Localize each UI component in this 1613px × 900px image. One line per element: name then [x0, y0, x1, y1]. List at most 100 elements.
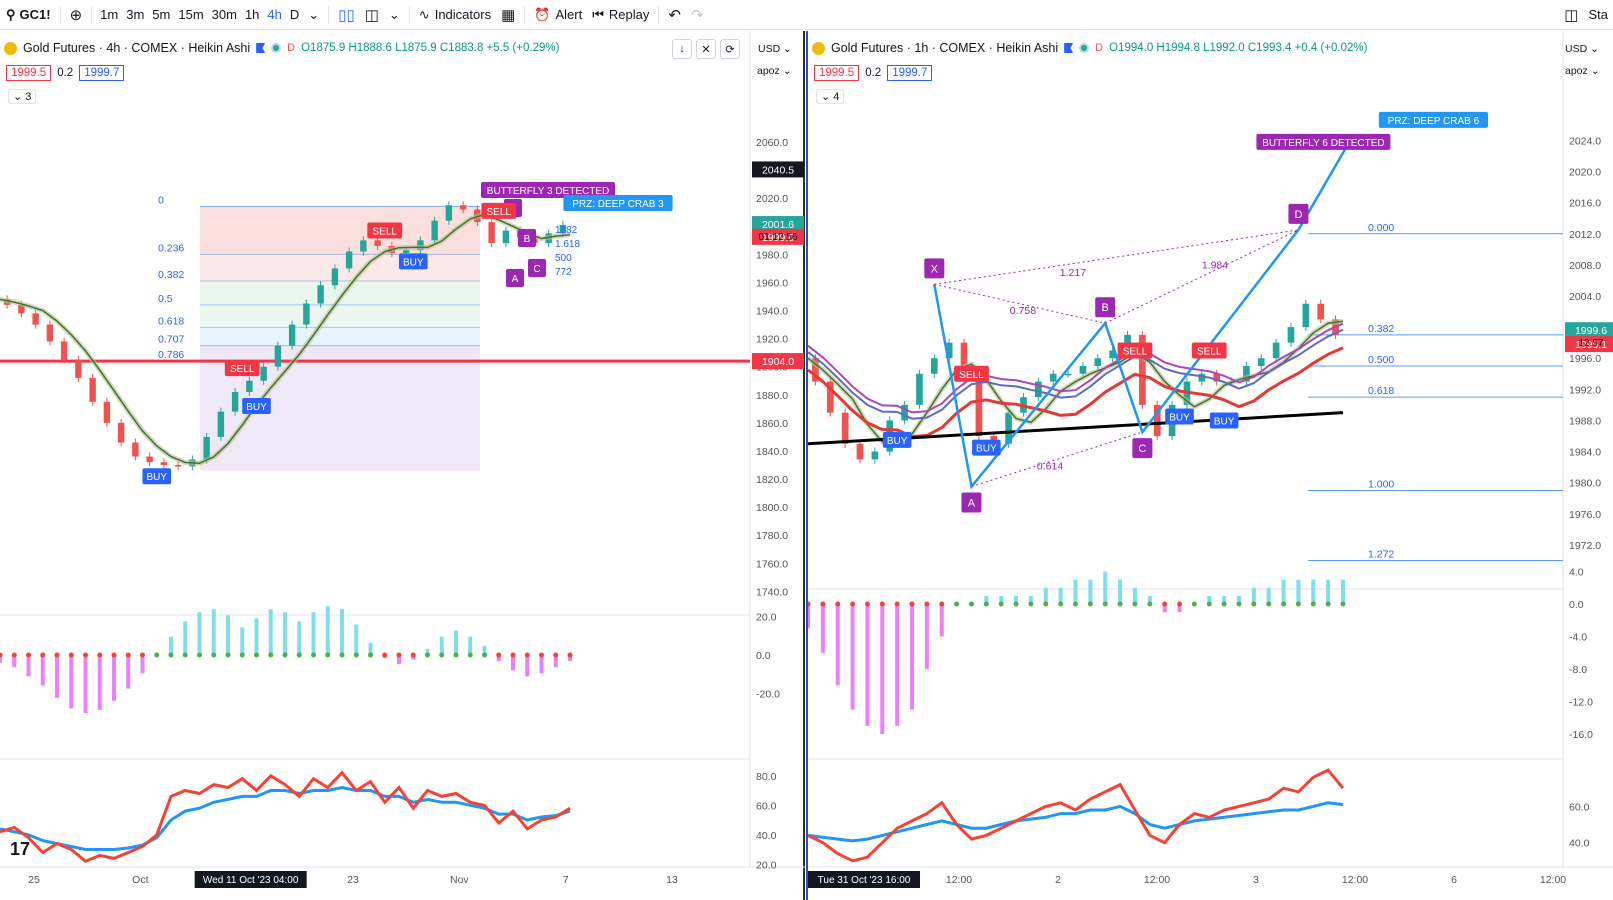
- spread-value: 0.2: [57, 67, 74, 79]
- redo-icon[interactable]: ↷: [690, 6, 704, 24]
- rsi-axis-tick: 40.0: [756, 830, 777, 842]
- signal-sell-label-bg: [367, 222, 403, 239]
- oscillator-bar: [850, 604, 855, 710]
- oscillator-bar: [1147, 595, 1152, 604]
- oscillator-bar: [197, 612, 202, 655]
- oscillator-dot: [808, 601, 811, 607]
- price-axis-tick: 2004.0: [1569, 291, 1601, 303]
- candle-body: [841, 412, 849, 444]
- time-axis-tick: 6: [1451, 874, 1457, 886]
- compare-add-icon[interactable]: ⊕: [69, 6, 83, 24]
- sell-price-button[interactable]: 1999.5: [814, 65, 860, 81]
- sell-price-button[interactable]: 1999.5: [6, 65, 52, 81]
- oscillator-bar: [984, 595, 989, 604]
- oscillator-dot: [954, 601, 960, 607]
- oscillator-dot: [983, 601, 989, 607]
- oscillator-bar: [169, 636, 173, 655]
- toolbar-right-label[interactable]: Sta: [1588, 7, 1608, 22]
- oscillator-dot: [1295, 601, 1301, 607]
- chart-canvas-1h[interactable]: 0.000 0.382 0.500 0.618 1.000 1.272 X A B C D 1.217…: [808, 31, 1613, 900]
- close-icon[interactable]: ✕: [696, 39, 716, 59]
- interval-3m[interactable]: 3m: [126, 7, 145, 22]
- interval-15m[interactable]: 15m: [178, 7, 204, 22]
- harmonic-ratio-label: 1882: [555, 225, 578, 236]
- price-axis-tick: 2020.0: [756, 193, 788, 205]
- candle-body: [826, 381, 834, 413]
- fib-level-label: 1.272: [1368, 548, 1394, 560]
- interval-1h[interactable]: 1h: [244, 7, 260, 22]
- chart-canvas-4h[interactable]: 0 0.236 0.382 0.5 0.618 0.707 0.786 BUTTERFLY 3…: [0, 31, 805, 900]
- oscillator-bar: [112, 655, 116, 701]
- interval-1m[interactable]: 1m: [100, 7, 119, 22]
- arrow-down-icon[interactable]: ↓: [672, 39, 692, 59]
- interval-4h[interactable]: 4h: [267, 7, 282, 22]
- signal-sell-label: SELL: [373, 227, 398, 238]
- time-axis-tick: 23: [347, 874, 359, 886]
- candle-body: [901, 404, 908, 421]
- signal-buy-label: BUY: [246, 402, 267, 413]
- oscillator-dot: [410, 652, 416, 658]
- templates-grid-icon[interactable]: ▦: [501, 6, 516, 24]
- oscillator-dot: [1117, 601, 1123, 607]
- harmonic-ratio-label: 500: [555, 253, 572, 264]
- price-axis-tick: 1820.0: [756, 474, 788, 486]
- oscillator-dot: [1206, 601, 1212, 607]
- flag-icon[interactable]: [256, 43, 266, 53]
- price-axis-tick: 1920.0: [756, 334, 788, 346]
- interval-chevron-down-icon[interactable]: ⌄: [308, 6, 320, 22]
- series-title[interactable]: Gold Futures · 4h · COMEX · Heikin Ashi: [23, 41, 251, 55]
- indicators-button[interactable]: ∿ Indicators: [414, 0, 496, 30]
- signal-buy-label-bg: [1165, 408, 1194, 425]
- signal-buy-label: BUY: [403, 257, 424, 268]
- refresh-icon[interactable]: ⟳: [720, 39, 740, 59]
- chart-pane-1h[interactable]: 0.000 0.382 0.500 0.618 1.000 1.272 X A B C D 1.217…: [806, 31, 1613, 900]
- oscillator-bar: [83, 655, 88, 713]
- alert-button[interactable]: ⏰ Alert: [529, 0, 587, 30]
- oscillator-bar: [1236, 595, 1241, 604]
- oscillator-dot: [1058, 601, 1064, 607]
- oscillator-dot: [125, 652, 131, 658]
- time-axis-crosshair-label: Tue 31 Oct '23 16:00: [818, 875, 911, 886]
- flag-icon[interactable]: [1064, 43, 1074, 53]
- series-legend: Gold Futures · 1h · COMEX · Heikin Ashi …: [812, 41, 1367, 55]
- interval-5m[interactable]: 5m: [152, 7, 171, 22]
- replay-button[interactable]: ⏮ Replay: [587, 0, 654, 30]
- oscillator-bar: [439, 636, 444, 655]
- series-title[interactable]: Gold Futures · 1h · COMEX · Heikin Ashi: [831, 41, 1059, 55]
- oscillator-axis-tick: -8.0: [1569, 664, 1587, 676]
- candle-body: [260, 366, 267, 381]
- candle-body: [117, 422, 125, 443]
- oscillator-dot: [924, 601, 930, 607]
- indicator-line: [808, 322, 1344, 414]
- symbol-search[interactable]: ⚲ GC1!: [0, 0, 56, 30]
- oscillator-bar: [55, 655, 59, 698]
- interval-30m[interactable]: 30m: [211, 7, 237, 22]
- price-axis-tick: 1860.0: [756, 418, 788, 430]
- indicators-collapse-toggle[interactable]: ⌄ 4: [816, 89, 845, 104]
- tradingview-logo[interactable]: 17: [10, 839, 31, 859]
- layout-panels-icon[interactable]: ◫: [1564, 6, 1579, 24]
- heikin-ashi-icon[interactable]: ◫: [364, 6, 379, 24]
- buy-price-button[interactable]: 1999.7: [887, 65, 933, 81]
- candles-icon[interactable]: ▯▯: [338, 6, 355, 24]
- time-axis-tick: Nov: [450, 874, 469, 886]
- indicator-count: 4: [833, 91, 840, 103]
- undo-icon[interactable]: ↶: [668, 6, 681, 24]
- oscillator-dot: [1073, 601, 1078, 607]
- interval-d[interactable]: D: [289, 7, 300, 22]
- indicators-collapse-toggle[interactable]: ⌄ 3: [8, 89, 37, 104]
- scale-mode-select[interactable]: apoz ⌄: [1565, 65, 1600, 77]
- price-axis-tick: 1984.0: [1569, 447, 1601, 459]
- scale-mode-select[interactable]: apoz ⌄: [757, 65, 792, 77]
- oscillator-dot: [182, 652, 188, 658]
- oscillator-bar: [482, 645, 487, 655]
- chart-type-chevron-down-icon[interactable]: ⌄: [388, 6, 400, 22]
- rsi-axis-tick: 80.0: [756, 771, 777, 783]
- oscillator-axis-tick: 20.0: [756, 611, 777, 623]
- candle-body: [18, 304, 25, 314]
- currency-select[interactable]: USD ⌄: [1565, 43, 1599, 55]
- buy-price-button[interactable]: 1999.7: [79, 65, 125, 81]
- currency-select[interactable]: USD ⌄: [758, 43, 792, 55]
- chart-pane-4h[interactable]: 0 0.236 0.382 0.5 0.618 0.707 0.786 BUTTERFLY 3…: [0, 31, 805, 900]
- fib-level-label: 0: [158, 195, 164, 207]
